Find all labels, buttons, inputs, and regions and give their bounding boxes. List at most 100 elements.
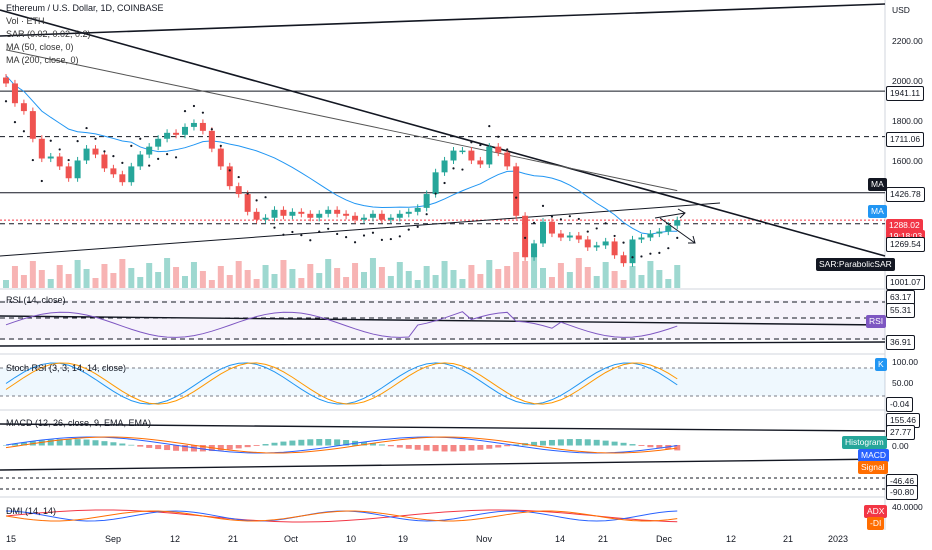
- volume-bar: [352, 263, 359, 288]
- rsi-title[interactable]: RSI (14, close): [6, 295, 66, 305]
- trendline-down: [0, 9, 886, 257]
- projection-arrows: [654, 208, 696, 244]
- ma200-line: [5, 49, 678, 192]
- volume-bar: [432, 275, 439, 288]
- candle-body: [423, 194, 430, 208]
- macd-histogram-bar: [298, 439, 305, 446]
- macd-histogram-bar: [387, 445, 394, 447]
- macd-histogram-bar: [65, 439, 72, 446]
- volume-bar: [65, 274, 72, 288]
- ma-label-tag[interactable]: MA: [868, 178, 887, 191]
- macd-tick-zero: 0.00: [892, 441, 909, 451]
- minus-di-tag[interactable]: -DI: [867, 517, 885, 530]
- dmi-title[interactable]: DMI (14, 14): [6, 506, 57, 516]
- sar-dot: [380, 238, 383, 241]
- macd-line: [5, 436, 678, 454]
- macd-histogram-bar: [629, 444, 636, 446]
- adx-tag[interactable]: ADX: [864, 505, 888, 518]
- candle-body: [316, 213, 323, 218]
- volume-bar: [56, 265, 63, 288]
- volume-bar: [199, 271, 206, 288]
- volume-bar: [396, 262, 403, 288]
- macd-histogram-bar: [513, 444, 520, 446]
- ma200-legend[interactable]: MA (200, close, 0): [6, 55, 79, 65]
- signal-line: [5, 436, 678, 454]
- rsi-value-63[interactable]: 63.17: [886, 290, 916, 305]
- candle-body: [173, 132, 180, 135]
- candle-body: [396, 213, 403, 218]
- volume-bar: [665, 279, 672, 288]
- volume-bar: [190, 262, 197, 288]
- level-1269-tag[interactable]: 1269.54: [886, 237, 925, 252]
- volume-bar: [369, 258, 376, 288]
- volume-bar: [629, 266, 636, 288]
- volume-bar: [38, 270, 45, 288]
- candle-body: [3, 77, 9, 84]
- sar-label-tag[interactable]: SAR:ParabolicSAR: [816, 258, 895, 271]
- price-tick-1600: 1600.00: [892, 156, 923, 166]
- candle-body: [486, 146, 493, 165]
- rsi-trendline-lower: [0, 341, 886, 347]
- rsi-value-36[interactable]: 36.91: [886, 335, 916, 350]
- candle-body: [262, 217, 269, 220]
- candle-body: [656, 231, 663, 234]
- level-1001-tag[interactable]: 1001.07: [886, 275, 925, 290]
- candle-body: [468, 150, 475, 161]
- signal-tag[interactable]: Signal: [858, 461, 888, 474]
- rsi-value-55[interactable]: 55.31: [886, 303, 916, 318]
- sar-dot: [470, 141, 473, 144]
- macd-tag[interactable]: MACD: [858, 449, 890, 462]
- macd-histogram-bar: [128, 444, 135, 446]
- ma50-label-tag[interactable]: MA: [868, 205, 887, 218]
- trendline-top: [0, 3, 886, 37]
- candle-body: [190, 122, 197, 127]
- sar-dot: [371, 231, 375, 234]
- rsi-tag[interactable]: RSI: [866, 315, 887, 328]
- macd-histogram-bar: [477, 445, 484, 450]
- volume-legend[interactable]: Vol · ETH: [6, 16, 45, 26]
- volume-bar: [92, 278, 99, 288]
- sar-dot: [353, 241, 357, 244]
- candle-body: [334, 209, 341, 214]
- volume-bar: [647, 261, 654, 288]
- stoch-value-neg[interactable]: -0.04: [886, 397, 914, 412]
- stoch-title[interactable]: Stoch RSI (3, 3, 14, 14, close): [6, 363, 127, 373]
- sar-dot: [550, 215, 554, 218]
- histogram-tag[interactable]: Histogram: [842, 436, 887, 449]
- candle-body: [495, 146, 502, 153]
- level-1711-tag[interactable]: 1711.06: [886, 132, 925, 147]
- volume-bar: [262, 265, 269, 288]
- stoch-k-tag[interactable]: K: [875, 358, 887, 371]
- macd-histogram-bar: [414, 445, 421, 450]
- volume-bar: [450, 270, 457, 288]
- sar-dot: [488, 125, 491, 128]
- sar-dot: [461, 168, 464, 171]
- candle-body: [441, 160, 448, 173]
- candle-body: [405, 211, 412, 214]
- macd-value-27[interactable]: 27.77: [886, 425, 916, 440]
- candle-body: [325, 209, 332, 214]
- volume-bar: [575, 258, 582, 288]
- volume-bar: [405, 271, 412, 288]
- candle-body: [540, 221, 546, 244]
- macd-trendline-bottom: [0, 458, 886, 471]
- level-1426-tag[interactable]: 1426.78: [886, 187, 925, 202]
- volume-bar: [611, 271, 618, 288]
- sar-dot: [210, 128, 213, 131]
- volume-bar: [495, 269, 502, 288]
- macd-histogram-bar: [361, 441, 367, 446]
- macd-histogram-bar: [656, 445, 663, 449]
- candle-body: [11, 83, 18, 104]
- candle-body: [280, 209, 287, 216]
- ma50-legend[interactable]: MA (50, close, 0): [6, 42, 74, 52]
- sar-dot: [40, 179, 43, 183]
- volume-bar: [235, 261, 242, 288]
- macd-value-neg90[interactable]: -90.80: [886, 485, 919, 500]
- last-price-tag[interactable]: 1288.02: [886, 219, 923, 232]
- candle-body: [307, 213, 314, 218]
- sar-legend[interactable]: SAR (0.02, 0.02, 0.2): [6, 29, 91, 39]
- macd-histogram-bar: [531, 441, 538, 446]
- level-1941-tag[interactable]: 1941.11: [886, 86, 925, 101]
- macd-title[interactable]: MACD (12, 26, close, 9, EMA, EMA): [6, 418, 152, 428]
